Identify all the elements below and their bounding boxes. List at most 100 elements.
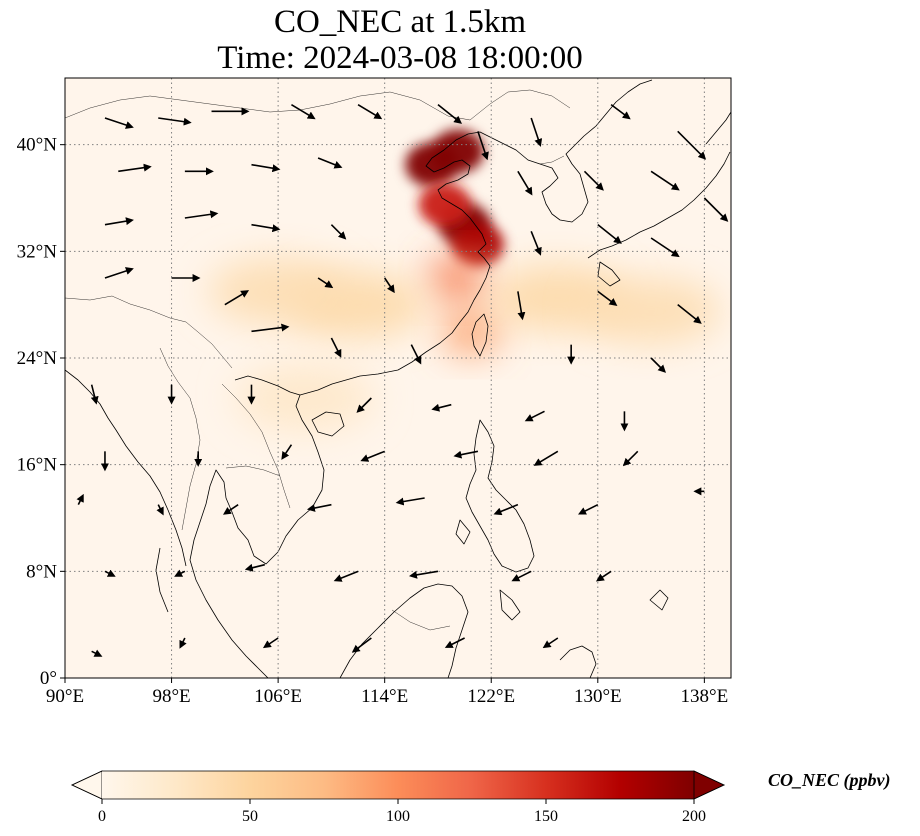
wind-arrow (597, 290, 618, 307)
taiwan-coastline (471, 313, 489, 357)
colorbar-tick-label: 100 (386, 808, 410, 825)
china-coastline (234, 79, 653, 396)
wind-arrow (511, 570, 532, 582)
co-plume-2 (431, 129, 484, 174)
wind-arrow (360, 450, 385, 462)
lon-tick-label: 138°E (681, 686, 729, 707)
wind-arrow (530, 117, 543, 147)
bay-of-bengal-coastline (65, 369, 187, 613)
wind-arrow (677, 304, 702, 324)
wind-arrow (156, 504, 164, 516)
laos-vietnam-border (221, 383, 291, 509)
colorbar-low-extension (71, 770, 103, 800)
wind-arrow (650, 237, 680, 258)
wind-arrow (330, 337, 342, 358)
wind-arrow (104, 267, 134, 279)
wind-arrow (222, 504, 239, 515)
lon-tick-label: 114°E (361, 686, 408, 707)
colorbar-tick-label: 0 (98, 808, 106, 825)
lat-tick-label: 40°N (17, 135, 58, 156)
wind-arrow (356, 397, 372, 413)
wind-arrow (517, 170, 533, 196)
colorbar-tick-label: 150 (534, 808, 558, 825)
wind-arrow (179, 637, 187, 649)
colorbar-high-extension (693, 770, 725, 800)
co-plume-9 (208, 257, 349, 326)
map-background (65, 78, 731, 678)
wind-arrow (224, 290, 250, 306)
wind-arrow (351, 637, 372, 653)
wind-arrow (595, 570, 612, 582)
co-plume-11 (581, 277, 722, 346)
wind-vectors (76, 103, 729, 657)
lon-tick-label: 90°E (46, 686, 84, 707)
colorbar-title: CO_NEC (ppbv) (768, 770, 891, 790)
latitude-axis: 0° 8°N 16°N 24°N 32°N 40°N (17, 135, 65, 689)
india-nepal-border (65, 295, 233, 369)
wind-arrow (330, 224, 347, 240)
co-plume-7 (441, 307, 502, 356)
wind-arrow (184, 210, 219, 219)
lat-tick-label: 0° (40, 668, 57, 689)
wind-arrow (244, 563, 265, 572)
indochina-coastline (189, 394, 325, 678)
wind-arrow (650, 357, 666, 373)
lon-tick-label: 130°E (574, 686, 622, 707)
wind-arrow (677, 130, 707, 160)
wind-arrow (431, 403, 452, 412)
parallels (65, 144, 731, 678)
colorbar: 0 50 100 150 200 (71, 770, 725, 825)
cambodia-border (225, 465, 281, 477)
wind-arrow (533, 450, 559, 466)
japan-coastline (587, 111, 731, 287)
co-plume-12 (234, 364, 375, 432)
colorbar-ticks: 0 50 100 150 200 (98, 799, 706, 825)
wind-arrow (477, 131, 489, 161)
wind-arrow (104, 569, 116, 577)
wind-arrow (91, 649, 103, 657)
co-plume-6 (427, 254, 488, 302)
wind-arrow (622, 450, 639, 467)
co-plume-5 (418, 182, 471, 227)
borneo-border (391, 609, 451, 631)
wind-arrow (306, 503, 332, 512)
wind-arrow (291, 103, 316, 120)
wind-arrow (597, 224, 622, 244)
lon-tick-label: 106°E (254, 686, 302, 707)
wind-arrow (453, 450, 479, 459)
hainan-coastline (311, 411, 345, 437)
wind-arrow (517, 291, 526, 321)
mongolia-border (65, 89, 571, 121)
wind-arrow (583, 170, 604, 191)
wind-arrow (493, 503, 519, 516)
wind-arrow (104, 117, 134, 129)
lat-lon-gridlines (65, 78, 731, 678)
wind-arrow (118, 163, 152, 173)
country-borders (65, 89, 571, 631)
co-concentration-field (208, 129, 722, 432)
wind-arrow (357, 103, 383, 120)
colorbar-tick-label: 50 (242, 808, 258, 825)
korea-border (539, 155, 565, 165)
map-frame (64, 77, 732, 679)
coastlines (65, 79, 731, 678)
title-line-1: CO_NEC at 1.5km (273, 4, 527, 40)
wind-arrow (251, 323, 290, 333)
wind-arrow (333, 570, 359, 582)
wind-arrow (524, 410, 545, 422)
wind-arrow (410, 344, 422, 365)
lon-tick-label: 98°E (152, 686, 190, 707)
wind-arrow (251, 163, 281, 173)
wind-arrow (90, 384, 99, 405)
lat-tick-label: 32°N (17, 241, 58, 262)
wind-arrow (408, 570, 439, 579)
colorbar-tick-label: 200 (682, 808, 706, 825)
colorbar-gradient (102, 771, 694, 799)
lat-tick-label: 16°N (17, 455, 58, 476)
wind-arrow (76, 493, 84, 506)
wind-arrow (174, 569, 186, 577)
wind-arrow (444, 637, 465, 648)
longitude-axis: 90°E 98°E 106°E 114°E 122°E 130°E 138°E (46, 678, 728, 707)
wind-arrow (650, 170, 680, 191)
